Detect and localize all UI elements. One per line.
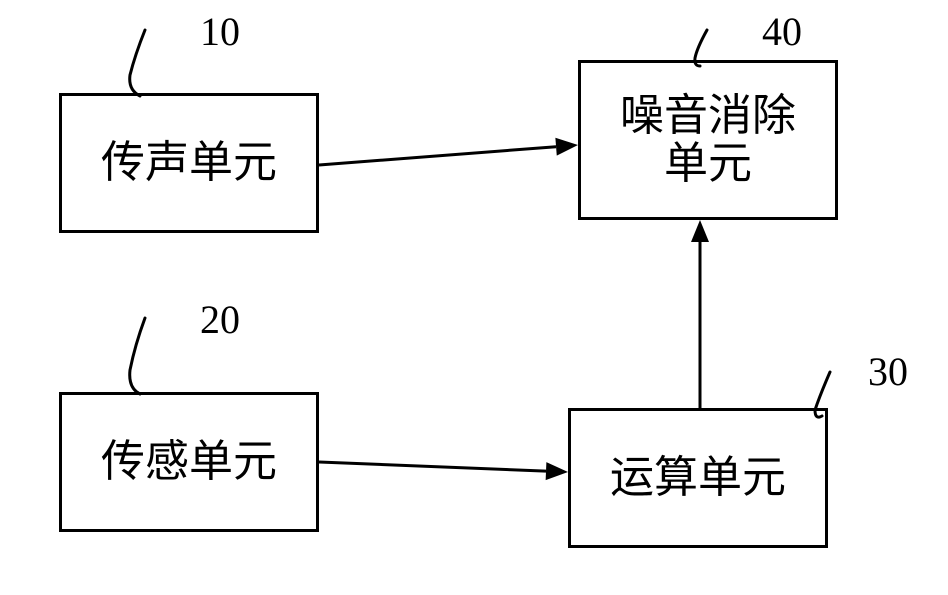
reference-label-20: 20 [200, 296, 240, 343]
reference-label-30: 30 [868, 348, 908, 395]
node-label: 噪音消除 单元 [620, 92, 796, 189]
node-computation-unit: 运算单元 [568, 408, 828, 548]
node-label: 传声单元 [101, 139, 277, 187]
node-label: 传感单元 [101, 438, 277, 486]
node-sound-transmission-unit: 传声单元 [59, 93, 319, 233]
node-sensing-unit: 传感单元 [59, 392, 319, 532]
reference-label-40: 40 [762, 8, 802, 55]
node-label: 运算单元 [610, 454, 786, 502]
node-noise-cancellation-unit: 噪音消除 单元 [578, 60, 838, 220]
reference-label-10: 10 [200, 8, 240, 55]
